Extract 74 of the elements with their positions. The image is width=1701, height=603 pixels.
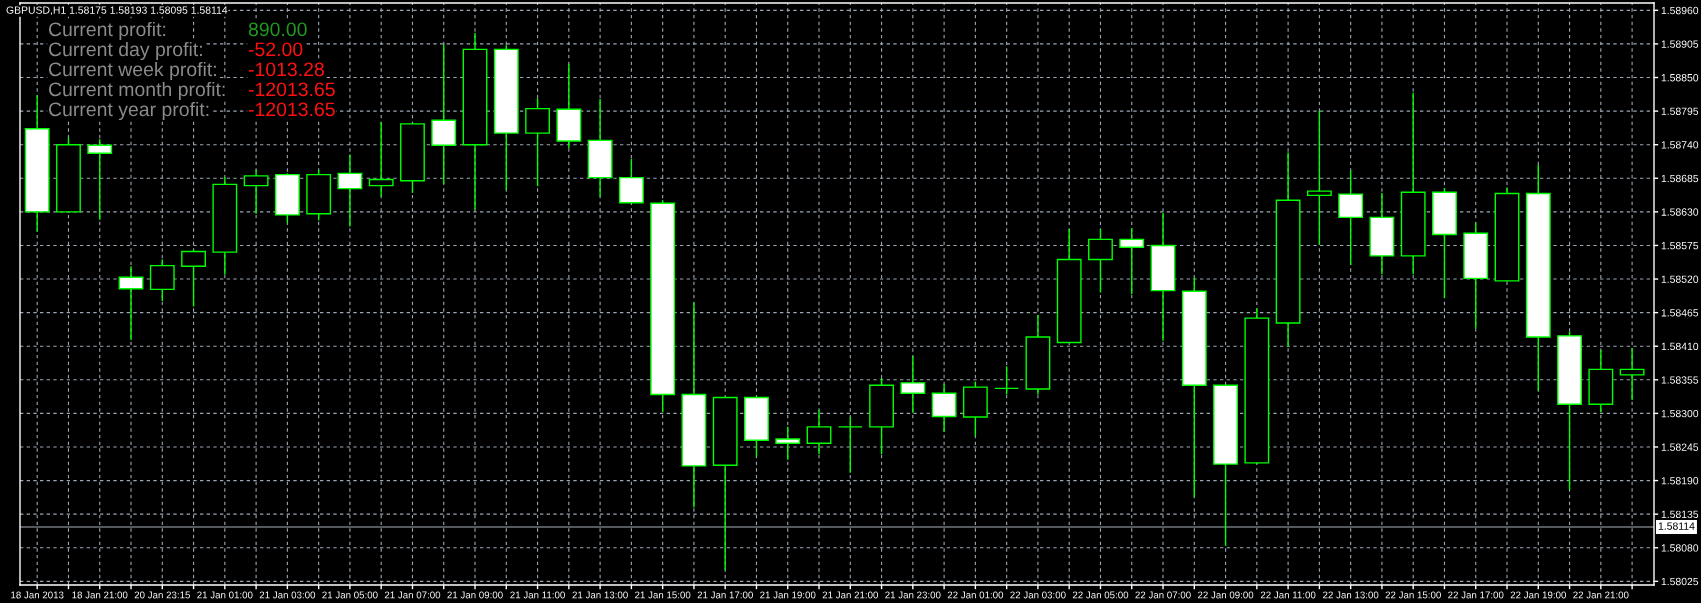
x-tick-label: 21 Jan 17:00 [697,591,753,599]
annotation: -12013.65 [248,82,335,97]
x-tick-label: 18 Jan 21:00 [72,591,128,599]
x-tick-label: 21 Jan 05:00 [322,591,378,599]
y-tick-label: 1.58795 [1661,107,1699,115]
y-tick-label: 1.58355 [1661,376,1699,384]
x-tick-label: 18 Jan 2013 [11,591,64,599]
x-tick-label: 22 Jan 03:00 [1010,591,1066,599]
x-tick-label: 21 Jan 21:00 [822,591,879,599]
annotation: Current week profit: [48,61,216,81]
y-tick-label: 1.58135 [1661,510,1699,519]
annotation: Current day profit: [48,41,202,61]
x-tick-label: 22 Jan 19:00 [1510,591,1567,599]
x-tick-label: 22 Jan 17:00 [1448,591,1504,599]
y-tick-label: 1.58630 [1661,208,1699,216]
x-tick-label: 22 Jan 13:00 [1323,591,1379,599]
y-tick-label: 1.58245 [1661,443,1699,451]
annotation: -52.00 [248,42,303,57]
y-tick-label: 1.58190 [1661,477,1699,485]
annotation: 890.00 [248,22,307,37]
y-tick-label: 1.58465 [1661,309,1699,317]
x-tick-label: 22 Jan 07:00 [1135,591,1191,599]
x-tick-label: 21 Jan 13:00 [572,591,628,599]
x-tick-label: 22 Jan 11:00 [1260,591,1316,599]
x-tick-label: 21 Jan 15:00 [635,591,691,599]
annotation: Current year profit: [48,101,209,121]
annotation: Current profit: [48,21,166,41]
y-tick-label: 1.58025 [1661,577,1699,586]
y-tick-label: 1.58685 [1661,174,1699,183]
y-tick-label: 1.58080 [1661,544,1699,552]
candlestick [368,121,394,198]
x-tick-label: 20 Jan 23:15 [134,591,190,599]
y-tick-label: 1.58520 [1661,275,1699,283]
x-tick-label: 22 Jan 01:00 [947,591,1004,599]
x-tick-label: 21 Jan 01:00 [197,591,253,599]
x-tick-label: 21 Jan 23:00 [885,591,941,599]
ref-line-label: 1.58114 [1658,522,1695,530]
annotation: -1013.28 [248,62,324,77]
candlestick [1619,347,1645,401]
y-tick-label: 1.58905 [1661,40,1699,48]
x-tick-label: 21 Jan 19:00 [760,591,816,599]
y-tick-label: 1.58300 [1661,409,1699,418]
candlestick [806,409,832,456]
x-tick-label: 22 Jan 21:00 [1573,591,1629,599]
x-tick-label: 22 Jan 09:00 [1197,591,1254,599]
x-tick-label: 21 Jan 09:00 [447,591,503,599]
x-tick-label: 21 Jan 03:00 [259,591,316,599]
candlestick [1306,109,1332,246]
candlestick [775,426,801,461]
candlestick [1119,227,1145,296]
candlestick [837,416,863,474]
y-tick-label: 1.58575 [1661,241,1699,250]
x-tick-label: 22 Jan 05:00 [1072,591,1129,599]
candlestick [118,265,144,341]
x-tick-label: 21 Jan 07:00 [384,591,441,599]
candlestick [1088,228,1113,294]
candlestick [931,383,957,433]
y-tick-label: 1.58410 [1661,342,1699,351]
candlestick [149,258,175,302]
candlestick [994,365,1020,396]
x-tick-label: 22 Jan 15:00 [1385,591,1441,599]
candlestick [900,355,926,414]
candlestick [181,249,206,308]
candlestick [1338,169,1364,266]
candlestick [243,169,269,215]
candlestick [87,138,113,221]
y-tick-label: 1.58740 [1661,141,1699,149]
candlestick [337,153,363,228]
y-tick-label: 1.58850 [1661,74,1699,82]
y-tick-label: 1.58960 [1661,6,1699,15]
chart-title: GBPUSD,H1 1.58175 1.58193 1.58095 1.58114 [6,6,228,16]
x-tick-label: 21 Jan 11:00 [510,591,565,599]
annotation: -12013.65 [248,102,335,117]
annotation: Current month profit: [48,81,225,101]
